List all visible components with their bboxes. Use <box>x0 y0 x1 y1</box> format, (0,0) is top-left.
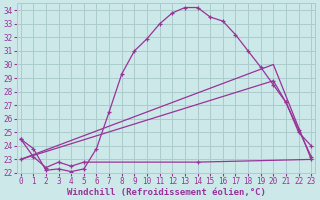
X-axis label: Windchill (Refroidissement éolien,°C): Windchill (Refroidissement éolien,°C) <box>67 188 265 197</box>
